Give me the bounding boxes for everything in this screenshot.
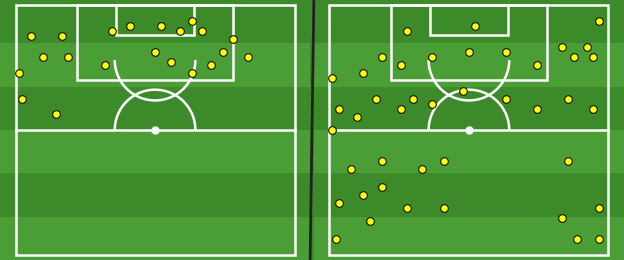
Bar [0, 43, 310, 87]
Bar [314, 173, 624, 217]
Bar [0, 87, 310, 130]
Bar [77, 5, 233, 80]
Bar [0, 130, 310, 173]
Bar [314, 0, 624, 43]
Bar [314, 217, 624, 260]
Bar [391, 5, 547, 80]
Bar [0, 217, 310, 260]
Bar [314, 130, 624, 173]
Bar [0, 173, 310, 217]
Bar [0, 0, 310, 43]
Bar [314, 43, 624, 87]
Bar [430, 5, 508, 35]
Bar [116, 5, 194, 35]
Bar [314, 87, 624, 130]
